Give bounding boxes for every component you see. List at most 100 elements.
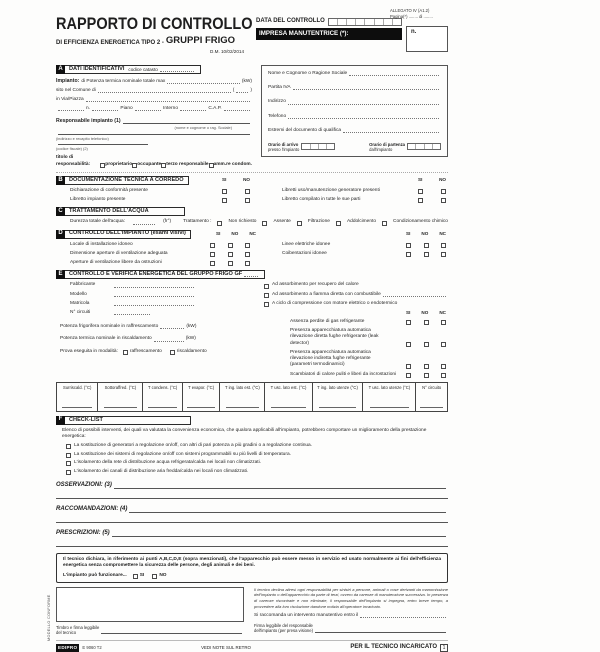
potenza-termica-line[interactable] bbox=[153, 340, 184, 342]
cell-write-line[interactable] bbox=[187, 406, 215, 408]
osservazioni-line-2[interactable] bbox=[56, 490, 448, 500]
checkbox-si[interactable] bbox=[222, 198, 227, 204]
documento-qualifica-line[interactable] bbox=[343, 131, 439, 133]
checkbox[interactable] bbox=[66, 452, 71, 458]
indirizzo-line[interactable] bbox=[287, 103, 439, 105]
raccomandazioni-line-2[interactable] bbox=[56, 514, 448, 523]
checkbox-no[interactable] bbox=[423, 372, 429, 378]
raccomanda-line[interactable] bbox=[360, 617, 446, 619]
stamp-box[interactable] bbox=[56, 586, 244, 622]
interno-line[interactable] bbox=[179, 110, 207, 112]
checkbox-si[interactable] bbox=[406, 363, 411, 369]
checkbox-no[interactable] bbox=[227, 261, 233, 267]
checkbox[interactable] bbox=[66, 443, 71, 449]
checkbox-nc[interactable] bbox=[245, 242, 250, 248]
checkbox-si[interactable] bbox=[406, 242, 411, 248]
durezza-line[interactable] bbox=[133, 223, 156, 225]
cf-line[interactable] bbox=[58, 144, 148, 146]
checkbox-raffrescamento[interactable] bbox=[122, 349, 128, 355]
comune-line[interactable] bbox=[97, 91, 231, 93]
checkbox-si[interactable] bbox=[210, 252, 215, 258]
checkbox-si[interactable] bbox=[418, 198, 423, 204]
checkbox-no[interactable] bbox=[423, 363, 429, 369]
cell-write-line[interactable] bbox=[61, 406, 93, 408]
checkbox-condizionamento[interactable] bbox=[382, 220, 388, 226]
checkbox-filtrazione[interactable] bbox=[296, 220, 302, 226]
checkbox-si[interactable] bbox=[406, 372, 411, 378]
checkbox-si[interactable] bbox=[418, 189, 423, 195]
responsabile-line[interactable] bbox=[122, 123, 250, 125]
potenza-frigorifera-line[interactable] bbox=[160, 328, 185, 330]
potenza-max-line[interactable] bbox=[167, 82, 240, 84]
cell-write-line[interactable] bbox=[419, 406, 444, 408]
n-circuiti-line[interactable] bbox=[114, 314, 150, 316]
raccomandazioni-line[interactable] bbox=[129, 511, 446, 513]
checkbox-si[interactable] bbox=[210, 242, 215, 248]
checkbox-si[interactable] bbox=[406, 252, 411, 258]
checkbox-ciclo-compressione[interactable] bbox=[264, 302, 269, 308]
checkbox-no[interactable] bbox=[441, 189, 446, 195]
gf-line[interactable] bbox=[244, 276, 259, 278]
checkbox-no[interactable] bbox=[423, 252, 429, 258]
checkbox-no[interactable] bbox=[245, 198, 250, 204]
checkbox-assente[interactable] bbox=[262, 220, 268, 226]
checkbox-no[interactable] bbox=[227, 252, 233, 258]
combustibile-line[interactable] bbox=[382, 295, 446, 297]
checkbox-no[interactable] bbox=[423, 320, 429, 326]
tecnico-signature-line[interactable] bbox=[101, 632, 242, 634]
checkbox-proprietario[interactable] bbox=[100, 162, 106, 168]
checkbox-no[interactable] bbox=[423, 242, 429, 248]
checkbox-nc[interactable] bbox=[441, 341, 446, 347]
cell-write-line[interactable] bbox=[148, 406, 178, 408]
checkbox-assorbimento-fiamma[interactable] bbox=[264, 292, 269, 298]
cell-write-line[interactable] bbox=[271, 406, 307, 408]
cap-line[interactable] bbox=[223, 110, 250, 112]
checkbox-terzo-responsabile[interactable] bbox=[161, 162, 167, 168]
checkbox-nc[interactable] bbox=[441, 372, 446, 378]
report-number-box[interactable]: n. bbox=[406, 26, 448, 52]
checkbox-si[interactable] bbox=[406, 320, 411, 326]
modello-line[interactable] bbox=[114, 295, 194, 297]
checkbox-funziona-no[interactable] bbox=[152, 573, 158, 579]
matricola-line[interactable] bbox=[114, 305, 194, 307]
prescrizioni-line-2[interactable] bbox=[56, 538, 448, 547]
prov-line[interactable] bbox=[236, 91, 249, 93]
indirizzo-resp-line[interactable] bbox=[58, 134, 250, 136]
cell-write-line[interactable] bbox=[225, 406, 260, 408]
civico-line[interactable] bbox=[92, 110, 119, 112]
checkbox-nc[interactable] bbox=[441, 242, 446, 248]
checkbox-no[interactable] bbox=[441, 198, 446, 204]
checkbox-si[interactable] bbox=[406, 341, 411, 347]
checkbox-nc[interactable] bbox=[441, 252, 446, 258]
prescrizioni-line[interactable] bbox=[111, 535, 446, 537]
checkbox-nc[interactable] bbox=[441, 363, 446, 369]
partita-iva-line[interactable] bbox=[292, 89, 439, 91]
checkbox-non-richiesto[interactable] bbox=[217, 220, 223, 226]
checkbox-si[interactable] bbox=[210, 261, 215, 267]
checkbox-occupante[interactable] bbox=[132, 162, 138, 168]
checkbox-addolcimento[interactable] bbox=[335, 220, 341, 226]
checkbox-riscaldamento[interactable] bbox=[169, 349, 175, 355]
orario-arrivo-cells[interactable] bbox=[301, 143, 336, 151]
cell-write-line[interactable] bbox=[103, 406, 138, 408]
orario-partenza-cells[interactable] bbox=[407, 143, 441, 151]
checkbox[interactable] bbox=[66, 470, 71, 476]
lead-line[interactable] bbox=[58, 110, 84, 112]
nome-ragione-line[interactable] bbox=[349, 75, 439, 77]
checkbox-nc[interactable] bbox=[245, 252, 250, 258]
checkbox-no[interactable] bbox=[227, 242, 233, 248]
via-line[interactable] bbox=[85, 101, 250, 103]
checkbox-funziona-si[interactable] bbox=[132, 573, 138, 579]
telefono-line[interactable] bbox=[288, 117, 439, 119]
checkbox-no[interactable] bbox=[423, 341, 429, 347]
cell-write-line[interactable] bbox=[318, 406, 357, 408]
checkbox-no[interactable] bbox=[245, 189, 250, 195]
codice-catasto-line[interactable] bbox=[159, 71, 194, 72]
date-input-cells[interactable] bbox=[327, 18, 402, 26]
osservazioni-line[interactable] bbox=[113, 488, 446, 490]
responsabile-signature-line[interactable] bbox=[315, 631, 446, 633]
checkbox-nc[interactable] bbox=[441, 320, 446, 326]
checkbox-nc[interactable] bbox=[245, 261, 250, 267]
cell-write-line[interactable] bbox=[369, 406, 410, 408]
checkbox-ammre-condom[interactable] bbox=[208, 162, 214, 168]
